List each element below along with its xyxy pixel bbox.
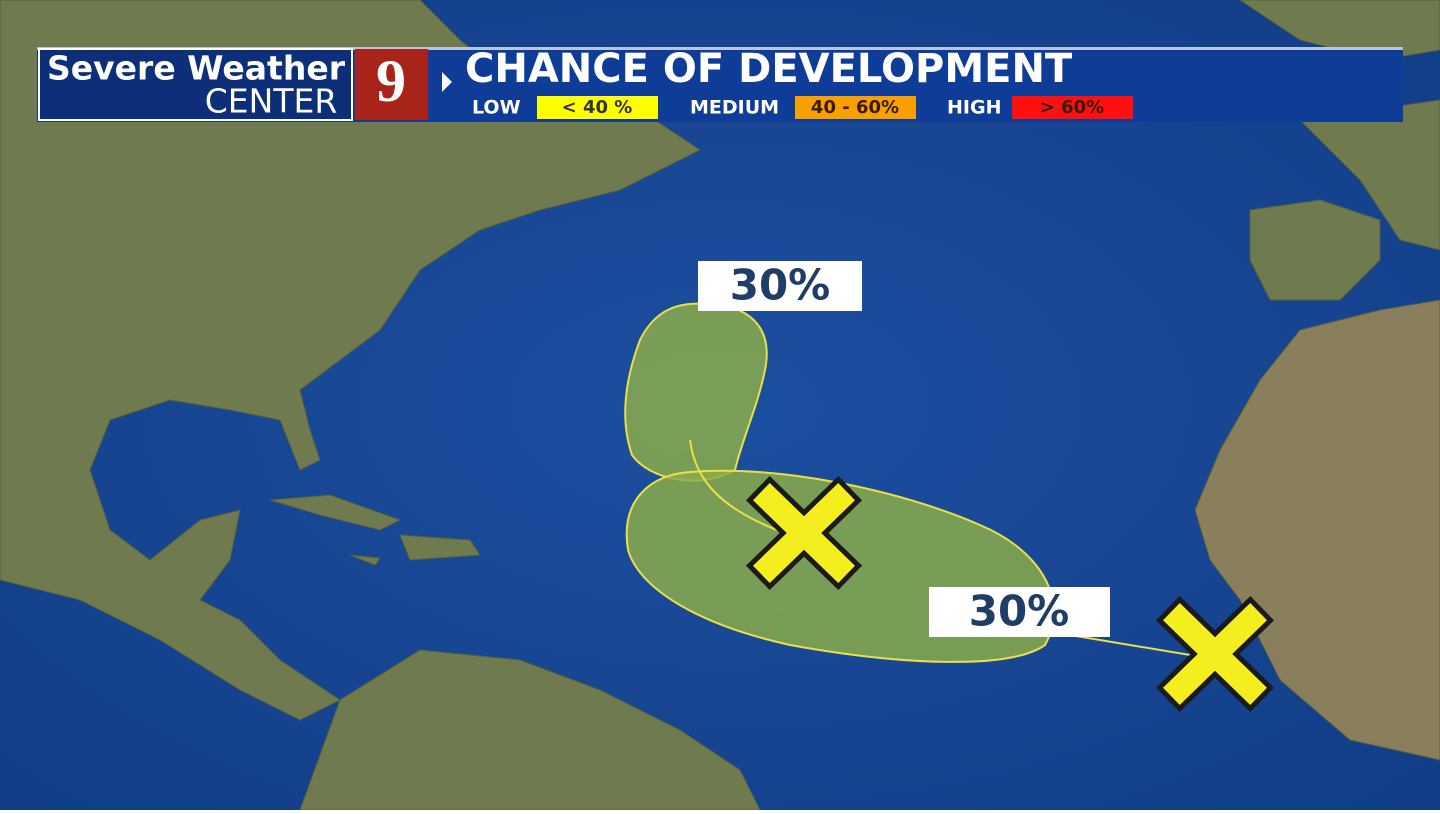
north-america: [0, 0, 701, 721]
area-label: 30%: [969, 587, 1070, 636]
legend-level: MEDIUM: [690, 97, 779, 119]
legend-range: > 60%: [1040, 97, 1104, 118]
brand-box: [38, 48, 353, 121]
brand-line: CENTER: [205, 82, 338, 121]
label-box: [929, 587, 1110, 637]
europe: [1239, 0, 1440, 301]
track-line: [1069, 634, 1191, 656]
caribbean: [269, 494, 481, 566]
brand-line: Severe Weather: [47, 49, 346, 88]
disturbance-x: [1155, 595, 1275, 713]
channel-number: 9: [376, 48, 406, 114]
legend-range: 40 - 60%: [811, 97, 899, 118]
channel-box: [355, 49, 428, 120]
legend-level: HIGH: [947, 97, 1001, 119]
banner-rule: [37, 47, 1403, 50]
track-line: [689, 439, 791, 536]
area-label: 30%: [730, 261, 831, 310]
legend-swatch: [537, 96, 658, 119]
legend-range: < 40 %: [562, 97, 633, 118]
arrow: [442, 72, 452, 92]
africa: [1194, 299, 1440, 761]
legend-swatch: [1012, 96, 1133, 119]
disturbance-x: [745, 475, 863, 591]
legend: LOW < 40 % MEDIUM 40 - 60% HIGH > 60%: [472, 96, 1133, 119]
label-box: [698, 261, 862, 311]
banner-title: CHANCE OF DEVELOPMENT: [465, 46, 1073, 92]
legend-level: LOW: [472, 97, 521, 119]
legend-swatch: [795, 96, 916, 119]
